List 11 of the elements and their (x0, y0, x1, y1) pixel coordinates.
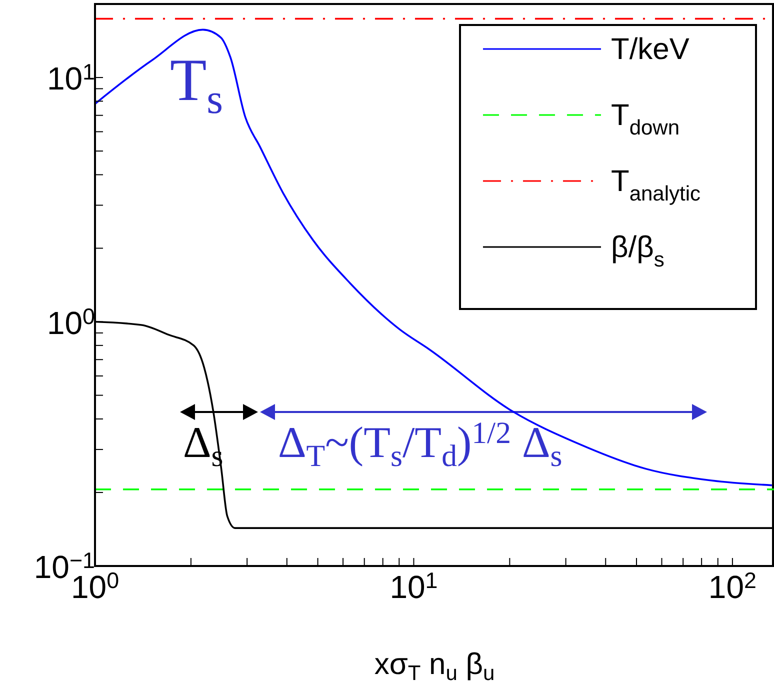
legend-label: β/β$_{s}$ (611, 231, 664, 272)
legend-label: T$_{analytic}$ (611, 165, 701, 206)
legend-label: T$_{down}$ (611, 99, 680, 140)
x-tick-label: 10$^{1}$ (390, 568, 438, 605)
legend-label: T/keV (611, 33, 690, 66)
text: Δ$_{T}$~(T$_{s}$/T$_{d}$)$^{1/2}$ Δ$_{s}$ (278, 416, 562, 474)
x-axis-title: xσ$_{T}$ n$_{u}$ β$_{u}$ (374, 648, 495, 686)
x-tick-label: 10$^{2}$ (708, 568, 756, 605)
annotation: T$_{s}$ (170, 47, 224, 123)
y-tick-label: 10$^{0}$ (46, 304, 95, 341)
y-tick-label: 10$^{1}$ (46, 60, 95, 97)
